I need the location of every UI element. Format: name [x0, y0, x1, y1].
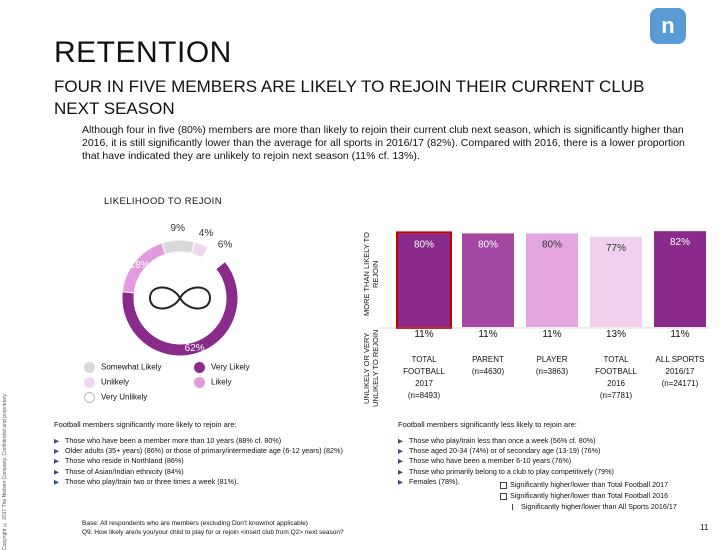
intro-paragraph: Although four in five (80%) members are …	[82, 124, 685, 162]
more-likely-heading: Football members significantly more like…	[54, 420, 237, 429]
bar-more-likely	[590, 236, 642, 327]
legend-swatch	[194, 362, 205, 373]
bar-value-label: 80%	[414, 239, 434, 250]
infinity-icon	[148, 286, 212, 310]
category-label: TOTAL FOOTBALL 2017 (n=8493)	[403, 355, 445, 400]
bar-chart: 80% 80% 80% 77% 82% 11% 11% 11% 13% 11%	[380, 231, 710, 340]
bar-more-likely	[654, 231, 706, 327]
legend-very-likely: Very Likely	[194, 362, 250, 373]
donut-chart-title: LIKELIHOOD TO REJOIN	[104, 196, 222, 207]
legend-swatch	[84, 392, 95, 403]
donut-slice-very-unlikely	[201, 246, 226, 270]
unlikely-value-label: 11%	[478, 329, 497, 340]
category-label: TOTAL FOOTBALL 2016 (n=7781)	[595, 355, 637, 400]
category-label: PARENT (n=4630)	[471, 355, 505, 376]
nielsen-logo: n	[650, 8, 686, 44]
donut-label: 9%	[171, 223, 186, 234]
legend-swatch	[84, 377, 95, 388]
bar-value-label: 82%	[670, 237, 690, 248]
list-item: Those who primarily belong to a club to …	[398, 467, 698, 477]
donut-label: 18%	[130, 260, 150, 271]
category-label: PLAYER (n=3863)	[535, 355, 569, 376]
sig-marker-icon	[500, 481, 507, 489]
list-item: Those who play/train less than once a we…	[398, 436, 698, 446]
bar-more-likely	[526, 233, 578, 327]
bar-value-label: 80%	[478, 239, 498, 250]
bar-value-label: 80%	[542, 239, 562, 250]
category-label: ALL SPORTS 2016/17 (n=24171)	[655, 355, 705, 388]
legend-swatch	[194, 377, 205, 388]
donut-label: 4%	[199, 228, 214, 239]
page-number: 11	[700, 523, 709, 532]
key-row-all-sports: Significantly higher/lower than All Spor…	[512, 502, 677, 511]
copyright-notice: Copyright © 2017 The Nielsen Company. Co…	[2, 393, 8, 550]
less-likely-heading: Football members significantly less like…	[398, 420, 577, 429]
list-item: Those aged 20-34 (74%) or of secondary a…	[398, 446, 698, 456]
list-item: Those of Asian/Indian ethnicity (84%)	[54, 467, 384, 477]
bar-more-likely	[398, 233, 450, 327]
sig-arrow-icon	[512, 504, 518, 511]
legend-unlikely: Unlikely	[84, 377, 129, 388]
list-item: Those who play/train two or three times …	[54, 477, 384, 487]
more-likely-list: Those who have been a member more than 1…	[54, 436, 384, 487]
donut-chart: 62% 18% 9% 4% 6%	[121, 223, 239, 357]
unlikely-value-label: 11%	[670, 329, 689, 340]
unlikely-value-label: 13%	[606, 329, 626, 340]
key-row-2017: Significantly higher/lower than Total Fo…	[500, 480, 668, 489]
legend-swatch	[84, 362, 95, 373]
page-subtitle: FOUR IN FIVE MEMBERS ARE LIKELY TO REJOI…	[54, 77, 645, 118]
donut-slice-somewhat-likely	[161, 239, 196, 255]
sig-marker-icon	[500, 492, 507, 500]
row-label-unlikely: UNLIKELY OR VERY UNLIKELY TO REJOIN	[362, 329, 380, 407]
legend-likely: Likely	[194, 377, 231, 388]
list-item: Those who have been a member 6-10 years …	[398, 456, 698, 466]
base-line-2: Q9. How likely are/is you/your child to …	[82, 529, 344, 536]
unlikely-value-label: 11%	[414, 329, 433, 340]
donut-label: 62%	[185, 343, 205, 354]
list-item: Those who have been a member more than 1…	[54, 436, 384, 446]
donut-label: 6%	[218, 239, 233, 250]
list-item: Those who reside in Northland (86%)	[54, 456, 384, 466]
page-title: RETENTION	[54, 36, 232, 69]
bar-value-label: 77%	[606, 243, 626, 254]
unlikely-value-label: 11%	[542, 329, 561, 340]
base-line-1: Base: All respondents who are members (e…	[82, 520, 308, 527]
row-label-more-likely: MORE THAN LIKELY TO REJOIN	[362, 232, 380, 316]
list-item: Females (78%).	[398, 477, 698, 487]
bar-more-likely	[462, 233, 514, 327]
legend-somewhat-likely: Somewhat Likely	[84, 362, 161, 373]
list-item: Older adults (35+ years) (86%) or those …	[54, 446, 384, 456]
key-row-2016: Significantly higher/lower than Total Fo…	[500, 491, 668, 500]
base-note: Base: All respondents who are members (e…	[82, 519, 344, 537]
less-likely-list: Those who play/train less than once a we…	[398, 436, 698, 487]
legend-very-unlikely: Very Unlikely	[84, 392, 147, 403]
